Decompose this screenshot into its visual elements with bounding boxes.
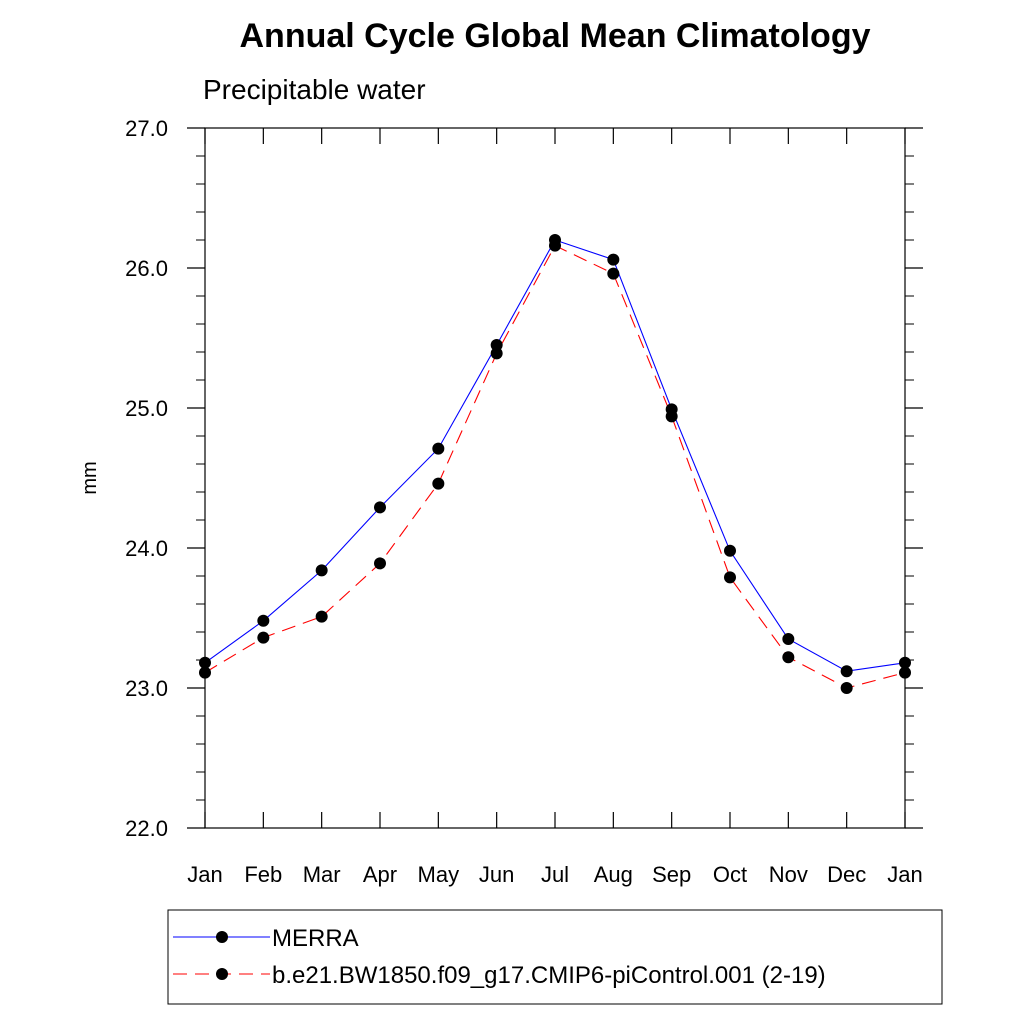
data-point-s0-5 [490,339,503,351]
data-point-s0-2 [315,564,328,577]
x-tick-label: Jul [541,862,569,887]
data-point-s1-10 [782,651,795,664]
data-point-s0-10 [782,633,795,645]
data-point-s0-1 [257,614,270,627]
y-tick-label: 22.0 [125,816,168,841]
y-tick-label: 23.0 [125,676,168,701]
series-line-1 [204,244,906,689]
data-point-s1-2 [315,610,328,623]
legend-label-1: b.e21.BW1850.f09_g17.CMIP6-piControl.001… [272,962,826,989]
legend-marker-1 [216,968,228,980]
data-point-s1-11 [840,682,853,694]
chart-title: Annual Cycle Global Mean Climatology [240,17,871,55]
y-tick-label: 27.0 [125,116,168,141]
plot-frame [204,127,906,829]
data-point-s1-6 [549,239,561,252]
x-tick-label: Sep [652,862,691,887]
legend-marker-0 [216,931,228,943]
data-point-s1-7 [607,267,620,280]
data-point-s0-0 [199,656,211,669]
axes: Jan Feb Mar Apr May Jun Jul Aug Sep Oct Nov Dec Jan 2… [125,116,923,887]
data-point-s1-9 [724,571,736,584]
data-point-s1-0 [199,666,211,679]
y-tick-label: 25.0 [125,396,168,421]
data-point-s0-4 [432,442,445,455]
series-layer [199,234,911,694]
x-tick-label: May [418,862,460,887]
data-point-s1-4 [432,477,445,490]
legend-label-0: MERRA [272,925,359,952]
x-tick-label: Aug [594,862,633,887]
x-tick-label: Mar [303,862,341,887]
x-tick-label: Oct [713,862,747,887]
legend: MERRA b.e21.BW1850.f09_g17.CMIP6-piContro… [167,909,943,1005]
x-tick-label: Apr [363,862,397,887]
data-point-s1-5 [490,347,503,360]
x-tick-label: Jan [187,862,222,887]
chart-subtitle: Precipitable water [203,74,426,105]
x-tick-label: Feb [244,862,282,887]
data-point-s0-3 [374,501,386,514]
data-point-s0-12 [899,656,911,669]
series-line-0 [204,239,906,672]
data-point-s1-8 [665,410,678,423]
data-point-s1-1 [257,631,270,644]
legend-box [167,909,943,1005]
data-point-s0-9 [724,544,736,557]
x-tick-label: Dec [827,862,866,887]
x-tick-label: Nov [769,862,808,887]
data-point-s0-11 [840,665,853,678]
x-tick-label: Jun [479,862,514,887]
data-point-s1-3 [374,557,386,570]
data-point-s1-12 [899,666,911,679]
y-axis-label: mm [79,461,101,494]
x-tick-label: Jan [887,862,922,887]
y-tick-label: 24.0 [125,536,168,561]
y-tick-label: 26.0 [125,256,168,281]
data-point-s0-7 [607,253,620,266]
